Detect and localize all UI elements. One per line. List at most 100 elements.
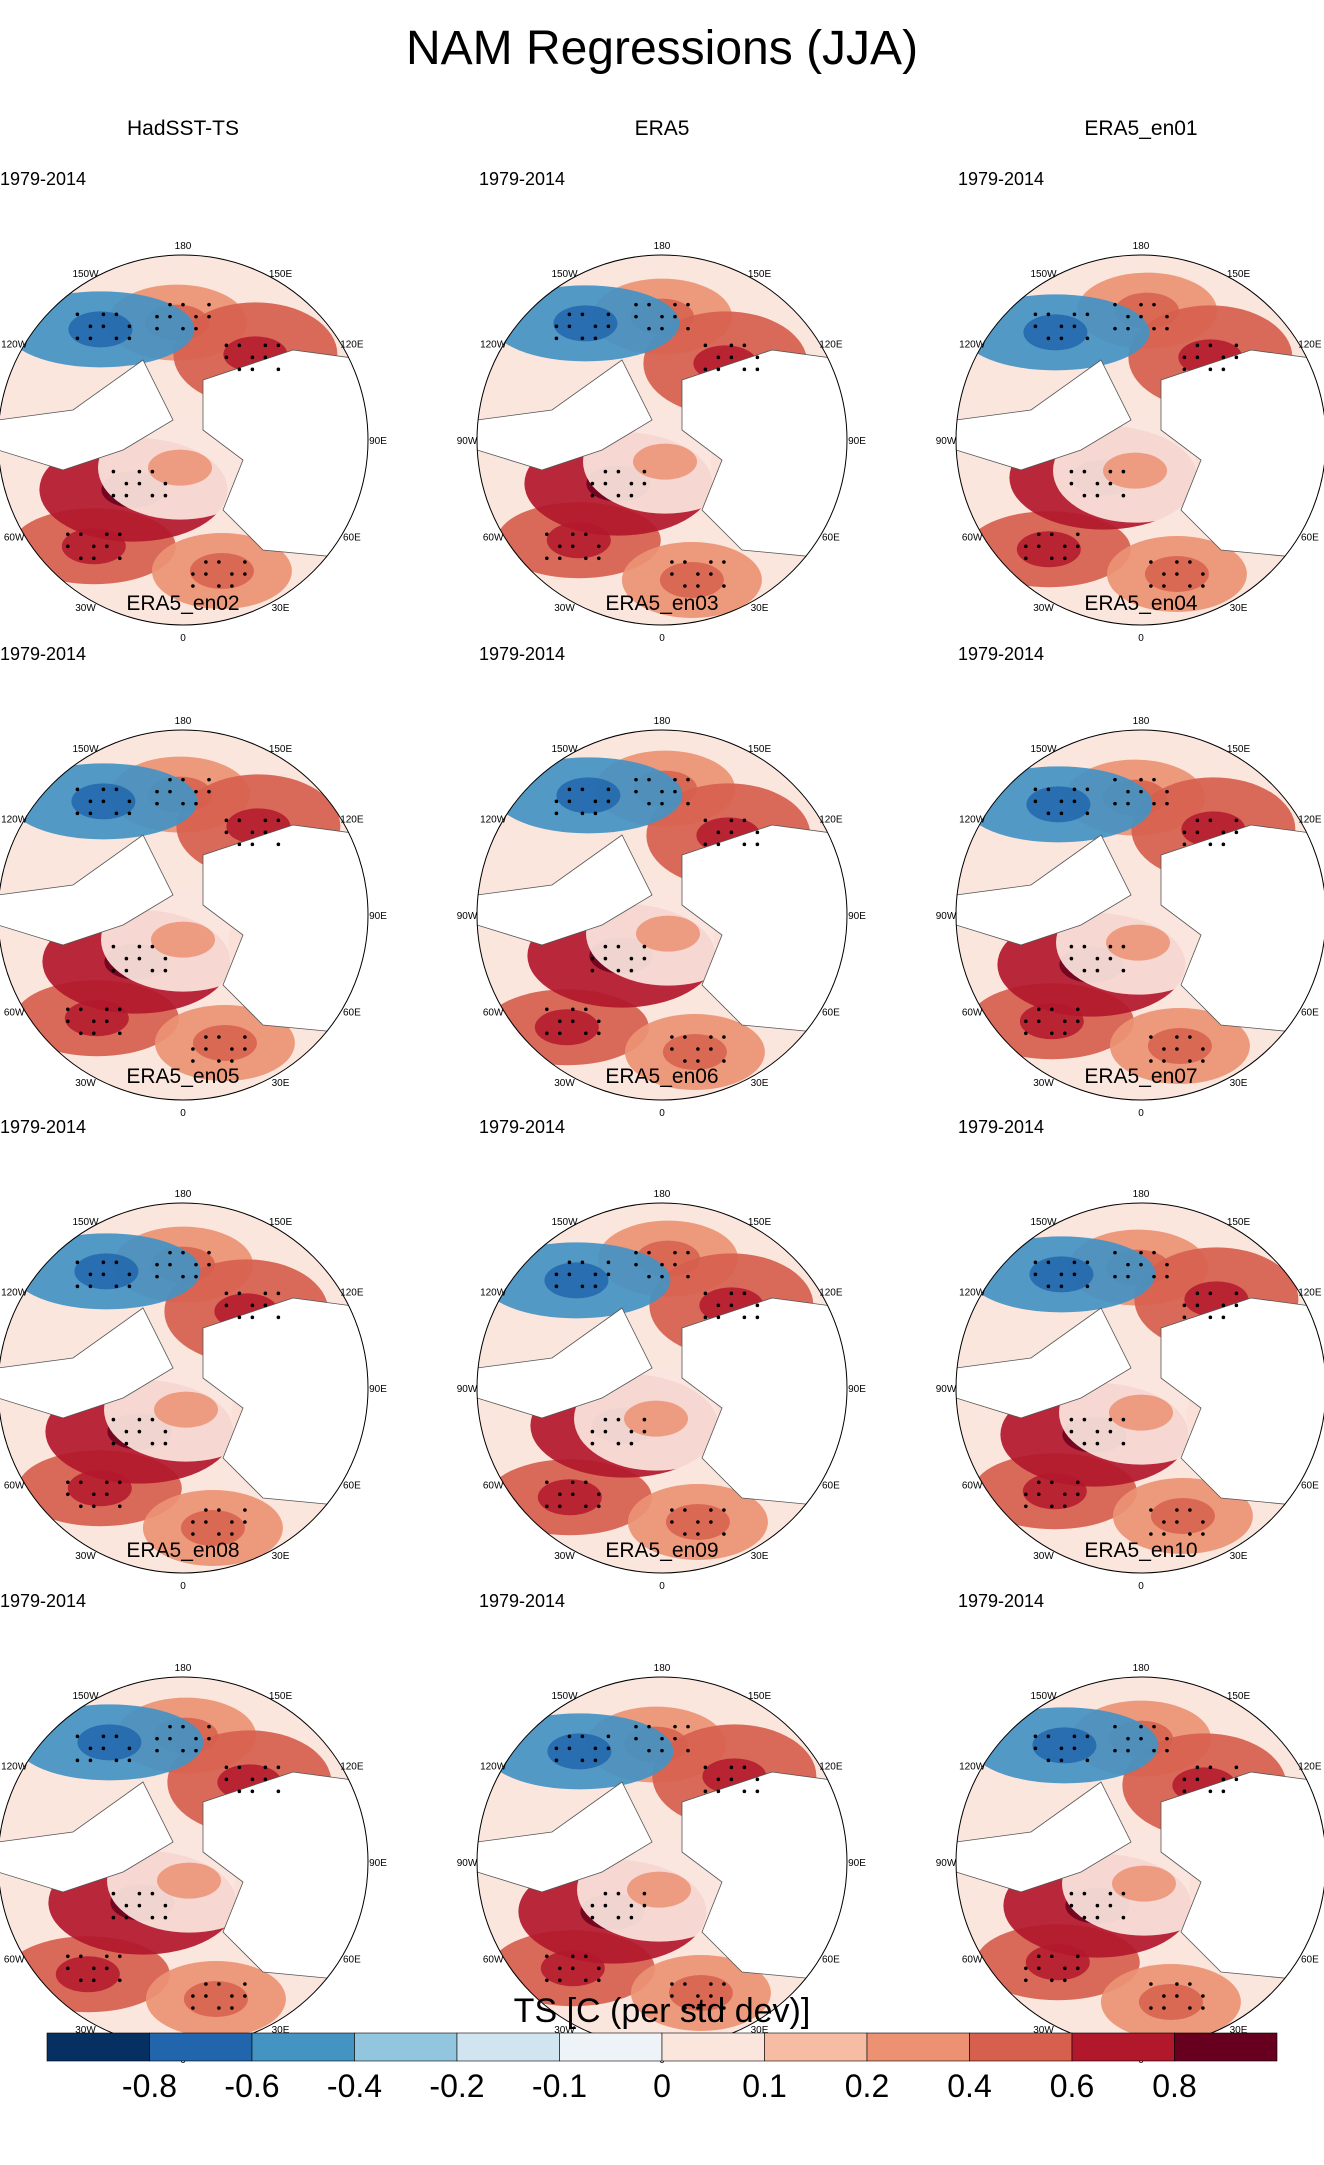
longitude-label: 60E <box>822 533 840 544</box>
stipple-dot <box>1034 1735 1038 1739</box>
stipple-dot <box>217 1532 221 1536</box>
stipple-dot <box>207 778 211 782</box>
colorbar-tick-label: -0.8 <box>122 2068 177 2104</box>
longitude-label: 60E <box>1301 1955 1319 1966</box>
stipple-dot <box>1152 1749 1156 1753</box>
map-panel: ERA5_en101979-2014180150E120E90E60E30E03… <box>936 1539 1324 2066</box>
stipple-dot <box>118 1480 122 1484</box>
stipple-dot <box>102 1735 106 1739</box>
stipple-dot <box>717 1304 721 1308</box>
stipple-dot <box>1196 1292 1200 1296</box>
stipple-dot <box>1096 494 1100 498</box>
stipple-dot <box>743 1790 747 1794</box>
stipple-dot <box>138 1892 142 1896</box>
stipple-dot <box>191 1059 195 1063</box>
stipple-dot <box>673 315 677 319</box>
anomaly-core-gulf-of-alaska <box>553 305 617 341</box>
map-field <box>0 1677 374 2047</box>
map-panel: HadSST-TS 1979-2014 180 150E 120E 90E 60E 30E 0 3… <box>0 117 387 644</box>
stipple-dot <box>138 1430 142 1434</box>
stipple-dot <box>89 1759 93 1763</box>
longitude-label: 150E <box>1227 744 1251 755</box>
stipple-dot <box>151 945 155 949</box>
panel-title: ERA5_en06 <box>605 1065 718 1088</box>
longitude-label: 60W <box>483 1481 504 1492</box>
stipple-dot <box>607 1747 611 1751</box>
panel-title: ERA5_en10 <box>1084 1539 1197 1562</box>
stipple-dot <box>1060 1285 1064 1289</box>
stipple-dot <box>709 1982 713 1986</box>
longitude-label: 180 <box>654 1189 671 1200</box>
stipple-dot <box>79 1954 83 1958</box>
stipple-dot <box>66 532 70 536</box>
stipple-dot <box>604 470 608 474</box>
stipple-dot <box>1083 1916 1087 1920</box>
stipple-dot <box>1222 356 1226 360</box>
stipple-dot <box>1188 1035 1192 1039</box>
colorbar-tick-label: 0 <box>653 2068 671 2104</box>
longitude-label: 60E <box>1301 1008 1319 1019</box>
panel-title: HadSST-TS <box>127 117 239 140</box>
stipple-dot <box>225 831 229 835</box>
stipple-dot <box>555 1285 559 1289</box>
colorbar-box <box>970 2033 1073 2061</box>
stipple-dot <box>730 344 734 348</box>
stipple-dot <box>238 1766 242 1770</box>
stipple-dot <box>1024 1492 1028 1496</box>
stipple-dot <box>617 969 621 973</box>
stipple-dot <box>1063 1966 1067 1970</box>
stipple-dot <box>555 800 559 804</box>
stipple-dot <box>1034 313 1038 317</box>
colorbar-box <box>765 2033 868 2061</box>
stipple-dot <box>238 344 242 348</box>
stipple-dot <box>89 800 93 804</box>
stipple-dot <box>1196 344 1200 348</box>
anomaly-core-arctic-ocean <box>148 450 212 486</box>
stipple-dot <box>92 1492 96 1496</box>
stipple-dot <box>89 1285 93 1289</box>
stipple-dot <box>568 1273 572 1277</box>
stipple-dot <box>594 1747 598 1751</box>
stipple-dot <box>545 1978 549 1982</box>
longitude-label: 30E <box>751 603 769 614</box>
stipple-dot <box>1165 1275 1169 1279</box>
map-field <box>477 1203 856 1573</box>
stipple-dot <box>1047 337 1051 341</box>
anomaly-core-arctic-ocean <box>151 922 215 958</box>
stipple-dot <box>112 1442 116 1446</box>
stipple-dot <box>660 315 664 319</box>
stipple-dot <box>92 1504 96 1508</box>
stipple-dot <box>1063 1504 1067 1508</box>
stipple-dot <box>1152 327 1156 331</box>
stipple-dot <box>604 482 608 486</box>
figure-canvas: NAM Regressions (JJA) HadSST-TS1979-2014… <box>0 0 1324 2165</box>
stipple-dot <box>230 2006 234 2010</box>
stipple-dot <box>1209 819 1213 823</box>
stipple-dot <box>670 1520 674 1524</box>
longitude-label: 150E <box>269 744 293 755</box>
stipple-dot <box>643 1418 647 1422</box>
stipple-dot <box>1070 482 1074 486</box>
stipple-dot <box>225 1766 229 1770</box>
stipple-dot <box>617 470 621 474</box>
map-panel: ERA5_en061979-2014180150E120E90E60E30E03… <box>457 1065 867 1592</box>
stipple-dot <box>670 1508 674 1512</box>
stipple-dot <box>643 945 647 949</box>
stipple-dot <box>709 572 713 576</box>
stipple-dot <box>643 1904 647 1908</box>
panel-title: ERA5_en05 <box>126 1065 239 1088</box>
stipple-dot <box>217 1059 221 1063</box>
stipple-dot <box>112 470 116 474</box>
stipple-dot <box>756 1790 760 1794</box>
stipple-dot <box>238 1790 242 1794</box>
stipple-dot <box>581 812 585 816</box>
longitude-label: 90W <box>936 436 957 447</box>
stipple-dot <box>568 1735 572 1739</box>
longitude-label: 60E <box>343 1481 361 1492</box>
stipple-dot <box>1024 1966 1028 1970</box>
stipple-dot <box>683 1035 687 1039</box>
stipple-dot <box>1209 1766 1213 1770</box>
stipple-dot <box>1109 1430 1113 1434</box>
longitude-label: 150E <box>748 744 772 755</box>
stipple-dot <box>1050 1978 1054 1982</box>
